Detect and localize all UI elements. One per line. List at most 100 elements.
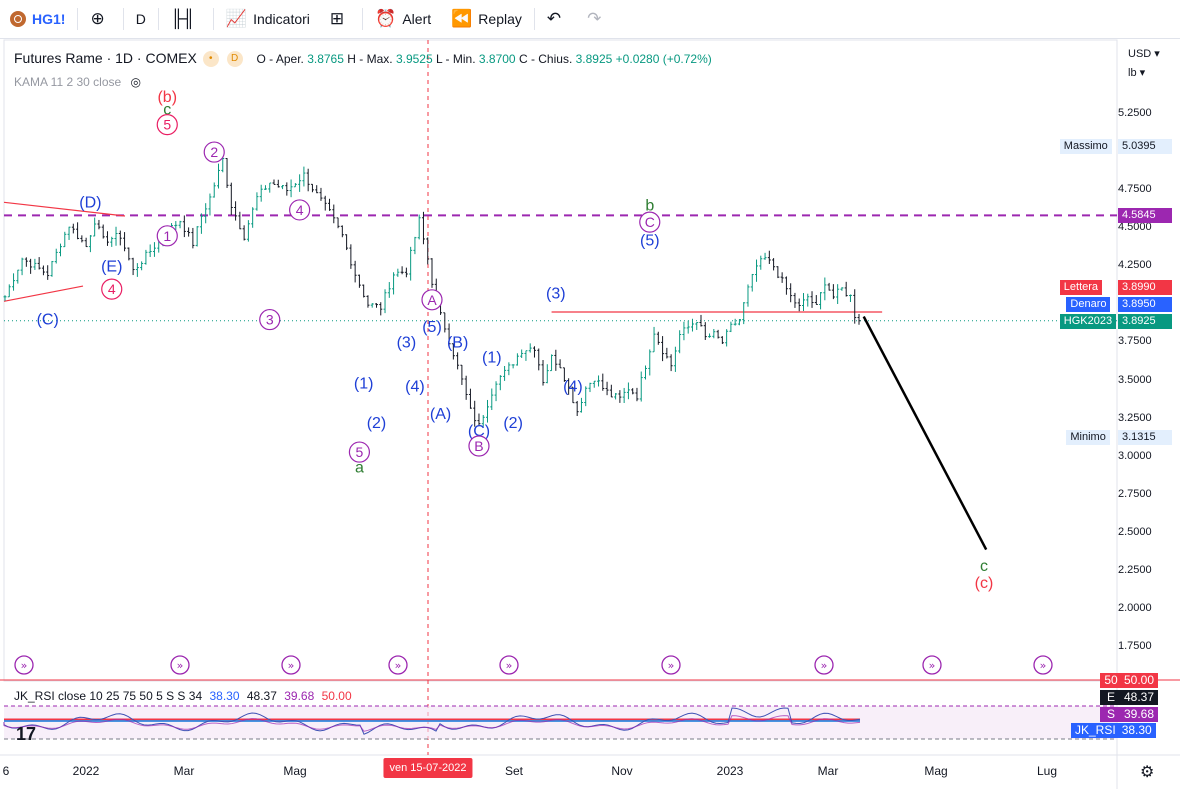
open-label: O - Aper. bbox=[256, 52, 304, 66]
close-value: 3.8925 bbox=[575, 52, 613, 66]
price-tick-label: 2.2500 bbox=[1118, 563, 1152, 576]
wave-label: (C) bbox=[37, 312, 59, 329]
wave-label: c bbox=[163, 101, 171, 118]
eye-hidden-icon[interactable]: ◎ bbox=[130, 75, 142, 89]
wave-label-circle bbox=[468, 435, 490, 457]
price-tick-label: 4.2500 bbox=[1118, 259, 1152, 272]
indicators-icon: 📈 bbox=[225, 9, 248, 28]
time-axis-label: Mar bbox=[173, 764, 195, 778]
tradingview-logo-icon: 17 bbox=[16, 724, 37, 744]
wave-label: (A) bbox=[430, 406, 451, 423]
toolbar-separator bbox=[212, 8, 214, 30]
event-marker-icon bbox=[499, 655, 519, 675]
wave-label: 4 bbox=[296, 202, 304, 218]
rsi-tag-value: 50.00 bbox=[1124, 673, 1155, 687]
event-marker-icon bbox=[14, 655, 34, 675]
wave-label: (E) bbox=[101, 258, 122, 275]
symbol-label: HG1! bbox=[32, 11, 66, 27]
currency-label: USD bbox=[1128, 48, 1152, 60]
legend-ohlc: O - Aper. 3.8765 H - Max. 3.9525 L - Min… bbox=[257, 52, 712, 66]
rsi-value-tag: 50 50.00 bbox=[1100, 673, 1159, 688]
unit-label: lb bbox=[1128, 67, 1137, 79]
wave-label: (b) bbox=[157, 89, 177, 106]
wave-label: (2) bbox=[367, 415, 387, 432]
currency-selector[interactable]: USD ▾ bbox=[1128, 48, 1160, 60]
price-chart[interactable]: (D)(E)(C)4(b)c51243(1)(2)5a(3)(4)A(5)(A)… bbox=[0, 39, 1180, 789]
wave-label-circle bbox=[421, 289, 443, 311]
interval-button[interactable]: D bbox=[126, 0, 156, 38]
kama-indicator-legend[interactable]: KAMA 11 2 30 close ◎ bbox=[14, 75, 141, 89]
rsi-value-1: 38.30 bbox=[209, 689, 240, 703]
settings-gear-icon: ⚙ bbox=[1140, 764, 1155, 781]
wave-label: 1 bbox=[163, 228, 171, 244]
redo-button[interactable]: ↷ bbox=[577, 0, 617, 38]
time-axis-label: Mar bbox=[817, 764, 839, 778]
event-marker-icon bbox=[281, 655, 301, 675]
kama-label: KAMA 11 2 30 close bbox=[14, 75, 122, 89]
wave-label: (3) bbox=[397, 334, 417, 351]
wave-label-circle bbox=[289, 199, 311, 221]
event-marker-arrow: » bbox=[395, 659, 402, 672]
wave-label: (4) bbox=[405, 379, 425, 396]
wave-label-circle bbox=[203, 141, 225, 163]
templates-button[interactable]: ⊞ bbox=[320, 0, 360, 38]
wave-label: 2 bbox=[210, 144, 218, 160]
time-axis-highlight: ven 15-07-2022 bbox=[383, 758, 473, 778]
price-tick-label: 3.2500 bbox=[1118, 411, 1152, 424]
indicators-button[interactable]: 📈 Indicatori bbox=[216, 0, 320, 38]
rsi-value-2: 48.37 bbox=[246, 689, 277, 703]
event-marker-icon bbox=[922, 655, 942, 675]
wave-label: (1) bbox=[482, 350, 502, 367]
wave-label: C bbox=[645, 214, 655, 230]
rsi-tag-value: 39.68 bbox=[1124, 707, 1155, 721]
price-tick-label: 4.5000 bbox=[1118, 221, 1152, 234]
rsi-band bbox=[4, 706, 1117, 739]
wave-label: a bbox=[355, 459, 364, 476]
event-marker-arrow: » bbox=[506, 659, 513, 672]
price-tag-value: 3.8950 bbox=[1118, 297, 1172, 312]
rsi-value-4: 50.00 bbox=[321, 689, 352, 703]
indicators-label: Indicatori bbox=[253, 11, 310, 27]
wave-label: (5) bbox=[640, 232, 660, 249]
wave-label: (B) bbox=[447, 334, 468, 351]
legend-title: Futures Rame · 1D · COMEX bbox=[14, 50, 197, 66]
event-marker-arrow: » bbox=[821, 659, 828, 672]
wave-label: (5) bbox=[422, 319, 442, 336]
event-marker-icon bbox=[814, 655, 834, 675]
bar-style-icon: ╟╢ bbox=[170, 9, 195, 28]
event-marker-icon bbox=[1033, 655, 1053, 675]
wave-label-circle bbox=[156, 114, 178, 136]
wave-label: 3 bbox=[266, 312, 274, 328]
price-tick-label: 3.5000 bbox=[1118, 373, 1152, 386]
wave-label-circle bbox=[156, 225, 178, 247]
chart-legend: Futures Rame · 1D · COMEX • D O - Aper. … bbox=[14, 50, 712, 68]
unit-selector[interactable]: lb ▾ bbox=[1128, 67, 1146, 79]
rsi-smoothed-line bbox=[3, 715, 861, 732]
wave-label: 5 bbox=[163, 117, 171, 133]
event-marker-arrow: » bbox=[21, 659, 28, 672]
undo-button[interactable]: ↶ bbox=[537, 0, 577, 38]
event-marker-icon bbox=[170, 655, 190, 675]
bar-style-button[interactable]: ╟╢ bbox=[161, 0, 211, 38]
projection-line bbox=[862, 315, 988, 551]
event-marker-arrow: » bbox=[668, 659, 675, 672]
symbol-search-button[interactable]: HG1! bbox=[0, 0, 75, 38]
price-tag-value: 5.0395 bbox=[1118, 139, 1172, 155]
price-tag-value: 3.1315 bbox=[1118, 429, 1172, 445]
change-value: +0.0280 (+0.72%) bbox=[615, 52, 712, 66]
event-marker-arrow: » bbox=[1040, 659, 1047, 672]
wave-label: B bbox=[474, 438, 483, 454]
wave-label-circle bbox=[639, 211, 661, 233]
alert-button[interactable]: ⏰ Alert bbox=[365, 0, 441, 38]
compare-add-button[interactable]: ⊕ bbox=[80, 0, 120, 38]
rsi-tag-letter: E bbox=[1106, 690, 1115, 704]
time-axis-label: 2023 bbox=[716, 764, 744, 778]
replay-button[interactable]: ⏪ Replay bbox=[441, 0, 532, 38]
toolbar-separator bbox=[362, 8, 364, 30]
low-value: 3.8700 bbox=[478, 52, 516, 66]
event-marker-icon bbox=[661, 655, 681, 675]
event-marker-arrow: » bbox=[929, 659, 936, 672]
replay-icon: ⏪ bbox=[451, 9, 473, 28]
wave-label: 4 bbox=[108, 281, 116, 297]
rsi-tag-value: 38.30 bbox=[1121, 723, 1152, 737]
